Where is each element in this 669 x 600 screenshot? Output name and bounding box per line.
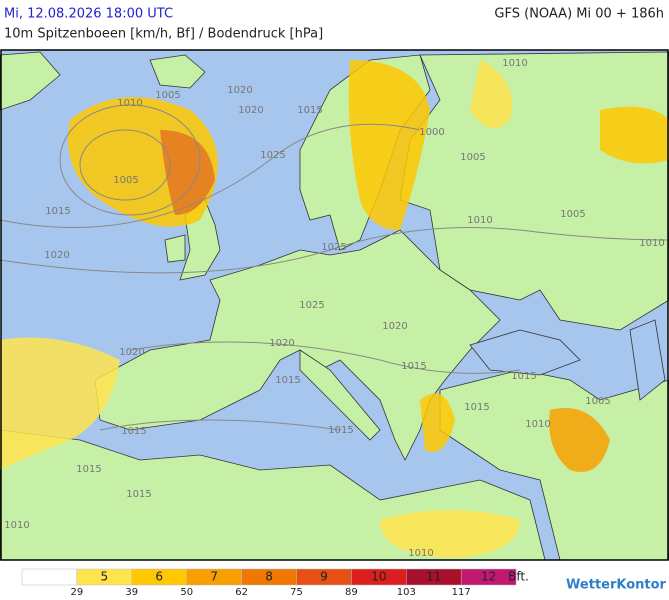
isobar-label: 1020	[227, 85, 252, 96]
map	[0, 49, 669, 561]
legend-swatch	[460, 568, 517, 586]
isobar-label: 1015	[297, 105, 322, 116]
legend-bft: 5	[101, 570, 109, 584]
isobar-label: 1005	[155, 90, 180, 101]
legend-bft: 8	[265, 570, 273, 584]
isobar-labels: 1010 1010 1005 1020 1020 1015 1000 1025 1005 1005…	[4, 58, 664, 559]
isobar-label: 1015	[328, 425, 353, 436]
isobar-label: 1010	[639, 238, 664, 249]
legend-bft: 11	[426, 570, 441, 584]
legend-bft: 10	[371, 570, 386, 584]
isobar-label: 1010	[117, 98, 142, 109]
legend-kmh: 103	[397, 587, 416, 598]
isobar-label: 1020	[119, 347, 144, 358]
legend-kmh: 117	[452, 587, 471, 598]
legend-unit: Bft.	[508, 570, 529, 584]
legend-kmh: 39	[125, 587, 138, 598]
legend-bft: 12	[481, 570, 496, 584]
datetime: Mi, 12.08.2026 18:00 UTC	[4, 7, 173, 22]
isobar-label: 1010	[467, 215, 492, 226]
isobar-label: 1020	[44, 250, 69, 261]
isobar-label: 1015	[121, 426, 146, 437]
isobar-label: 1010	[408, 548, 433, 559]
legend-kmh: 62	[235, 587, 248, 598]
isobar-label: 1020	[269, 338, 294, 349]
isobar-label: 1015	[401, 361, 426, 372]
isobar-label: 1015	[511, 371, 536, 382]
isobar-label: 1020	[238, 105, 263, 116]
isobar-label: 1015	[126, 489, 151, 500]
legend-swatch	[21, 568, 78, 586]
subtitle: 10m Spitzenboeen [km/h, Bf] / Bodendruck…	[4, 27, 323, 42]
isobar-label: 1010	[525, 419, 550, 430]
isobar-label: 1005	[460, 152, 485, 163]
isobar-label: 1005	[113, 175, 138, 186]
legend-kmh: 50	[180, 587, 193, 598]
legend-bft: 7	[210, 570, 218, 584]
legend-kmh: 75	[290, 587, 303, 598]
legend: 5 6 7 8 9 10 11 12 Bft.29 39 50 62 75 89 103 117	[21, 568, 529, 598]
legend-bft: 9	[320, 570, 328, 584]
isobar-label: 1015	[464, 402, 489, 413]
isobar-label: 1005	[585, 396, 610, 407]
isobar-label: 1015	[76, 464, 101, 475]
isobar-label: 1025	[321, 242, 346, 253]
brand: WetterKontor	[566, 578, 667, 593]
isobar-label: 1020	[382, 321, 407, 332]
legend-bft: 6	[155, 570, 163, 584]
isobar-label: 1015	[45, 206, 70, 217]
isobar-label: 1010	[502, 58, 527, 69]
legend-kmh: 89	[345, 587, 358, 598]
model-run: GFS (NOAA) Mi 00 + 186h	[494, 7, 664, 22]
isobar-label: 1025	[299, 300, 324, 311]
isobar-label: 1025	[260, 150, 285, 161]
isobar-label: 1000	[419, 127, 444, 138]
isobar-label: 1015	[275, 375, 300, 386]
legend-kmh: 29	[71, 587, 84, 598]
isobar-label: 1005	[560, 209, 585, 220]
isobar-label: 1010	[4, 520, 29, 531]
